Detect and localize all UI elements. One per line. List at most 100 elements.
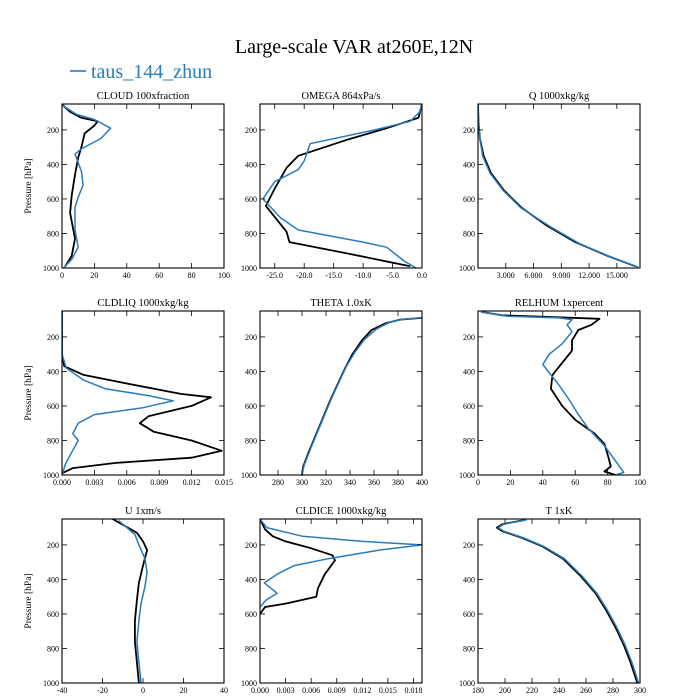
x-tick-label: 20 bbox=[180, 686, 188, 695]
x-tick-label: 0.006 bbox=[302, 686, 320, 695]
series-line-blue bbox=[301, 316, 422, 475]
x-tick-label: 3.000 bbox=[497, 271, 515, 280]
x-tick-label: 0.009 bbox=[328, 686, 346, 695]
x-tick-label: 12.000 bbox=[578, 271, 600, 280]
plot-frame bbox=[61, 103, 225, 269]
y-tick-label: 400 bbox=[245, 575, 257, 584]
y-tick-label: 800 bbox=[463, 229, 475, 238]
y-tick-label: 1000 bbox=[459, 679, 475, 688]
legend-label: taus_144_zhun bbox=[91, 61, 212, 83]
plot-frame bbox=[477, 518, 641, 684]
y-tick-label: 600 bbox=[245, 195, 257, 204]
panel-title: CLDLIQ 1000xkg/kg bbox=[97, 298, 189, 309]
x-tick-label: 20 bbox=[506, 478, 514, 487]
y-tick-label: 200 bbox=[245, 333, 257, 342]
y-tick-label: 200 bbox=[463, 541, 475, 550]
y-tick-label: 400 bbox=[463, 160, 475, 169]
plot-frame bbox=[477, 310, 641, 476]
panel-title: CLDICE 1000xkg/kg bbox=[296, 506, 387, 517]
x-tick-label: 100 bbox=[218, 271, 230, 280]
x-tick-label: 0.000 bbox=[251, 686, 269, 695]
plot-frame bbox=[259, 103, 423, 269]
series-line-black bbox=[481, 311, 616, 475]
x-tick-label: 0.012 bbox=[353, 686, 371, 695]
x-tick-label: 9.000 bbox=[552, 271, 570, 280]
y-tick-label: 600 bbox=[47, 195, 59, 204]
x-tick-label: 340 bbox=[344, 478, 356, 487]
series-line-blue bbox=[62, 311, 174, 475]
y-tick-label: 400 bbox=[47, 160, 59, 169]
y-tick-label: 1000 bbox=[43, 264, 59, 273]
y-tick-label: 400 bbox=[245, 367, 257, 376]
panel-title: Q 1000xkg/kg bbox=[529, 91, 590, 102]
y-tick-label: 800 bbox=[47, 436, 59, 445]
x-tick-label: 0.003 bbox=[85, 478, 103, 487]
panel-title: CLOUD 100xfraction bbox=[97, 91, 190, 102]
y-tick-label: 400 bbox=[463, 367, 475, 376]
y-tick-label: 400 bbox=[47, 367, 59, 376]
y-tick-label: 200 bbox=[245, 541, 257, 550]
series-line-blue bbox=[481, 311, 625, 475]
x-tick-label: 360 bbox=[368, 478, 380, 487]
y-tick-label: 800 bbox=[463, 644, 475, 653]
panel-4: CLDLIQ 1000xkg/kg Pressure [hPa] 0.000 0.00… bbox=[24, 298, 233, 487]
x-tick-label: -15.0 bbox=[325, 271, 342, 280]
panel-title: RELHUM 1xpercent bbox=[515, 298, 603, 309]
x-tick-label: 20 bbox=[90, 271, 98, 280]
y-axis-label: Pressure [hPa] bbox=[24, 365, 34, 420]
y-tick-label: 400 bbox=[463, 575, 475, 584]
y-tick-label: 800 bbox=[245, 644, 257, 653]
series-line-blue bbox=[62, 104, 112, 268]
panel-7: U 1xm/s Pressure [hPa] -40 -20 0 20 40 200 400 60… bbox=[24, 506, 228, 695]
y-tick-label: 1000 bbox=[43, 679, 59, 688]
series-line-black bbox=[62, 311, 223, 475]
y-tick-label: 800 bbox=[463, 436, 475, 445]
y-tick-label: 600 bbox=[463, 402, 475, 411]
y-tick-label: 600 bbox=[245, 610, 257, 619]
panel-9: T 1xK 180 200 220 240 260 280 300 200 400 600 800 10… bbox=[459, 506, 646, 695]
legend: taus_144_zhun bbox=[70, 61, 212, 83]
y-tick-label: 600 bbox=[47, 402, 59, 411]
series-line-blue bbox=[260, 519, 422, 608]
y-tick-label: 1000 bbox=[43, 471, 59, 480]
plot-frame bbox=[259, 518, 423, 684]
plot-frame bbox=[61, 310, 225, 476]
x-tick-label: 80 bbox=[604, 478, 612, 487]
panel-title: THETA 1.0xK bbox=[310, 298, 372, 309]
x-tick-label: 0.009 bbox=[150, 478, 168, 487]
x-tick-label: 0.012 bbox=[183, 478, 201, 487]
plot-frame bbox=[477, 103, 641, 269]
x-tick-label: 40 bbox=[539, 478, 547, 487]
y-tick-label: 800 bbox=[47, 644, 59, 653]
y-tick-label: 200 bbox=[463, 126, 475, 135]
y-tick-label: 800 bbox=[47, 229, 59, 238]
x-tick-label: 180 bbox=[472, 686, 484, 695]
x-tick-label: 6.000 bbox=[525, 271, 543, 280]
y-tick-label: 200 bbox=[47, 541, 59, 550]
y-axis-label: Pressure [hPa] bbox=[24, 573, 34, 628]
x-tick-label: -5.0 bbox=[386, 271, 399, 280]
x-tick-label: 200 bbox=[499, 686, 511, 695]
series-line-black bbox=[495, 519, 639, 683]
plot-frame bbox=[61, 518, 225, 684]
x-tick-label: 40 bbox=[220, 686, 228, 695]
x-tick-label: 40 bbox=[123, 271, 131, 280]
figure-title: Large-scale VAR at260E,12N bbox=[235, 36, 473, 58]
x-tick-label: 80 bbox=[188, 271, 196, 280]
y-tick-label: 800 bbox=[245, 229, 257, 238]
x-tick-label: 260 bbox=[580, 686, 592, 695]
y-tick-label: 600 bbox=[245, 402, 257, 411]
series-line-blue bbox=[497, 519, 640, 683]
x-tick-label: 300 bbox=[634, 686, 646, 695]
y-tick-label: 600 bbox=[463, 610, 475, 619]
y-tick-label: 200 bbox=[463, 333, 475, 342]
y-tick-label: 800 bbox=[245, 436, 257, 445]
panel-8: CLDICE 1000xkg/kg 0.000 0.003 0.006 0.009 0.0… bbox=[241, 506, 423, 695]
x-tick-label: 0.003 bbox=[277, 686, 295, 695]
y-tick-label: 600 bbox=[463, 195, 475, 204]
x-tick-label: 15.000 bbox=[606, 271, 628, 280]
series-line-black bbox=[264, 104, 422, 268]
x-tick-label: 60 bbox=[571, 478, 579, 487]
y-tick-label: 1000 bbox=[459, 264, 475, 273]
